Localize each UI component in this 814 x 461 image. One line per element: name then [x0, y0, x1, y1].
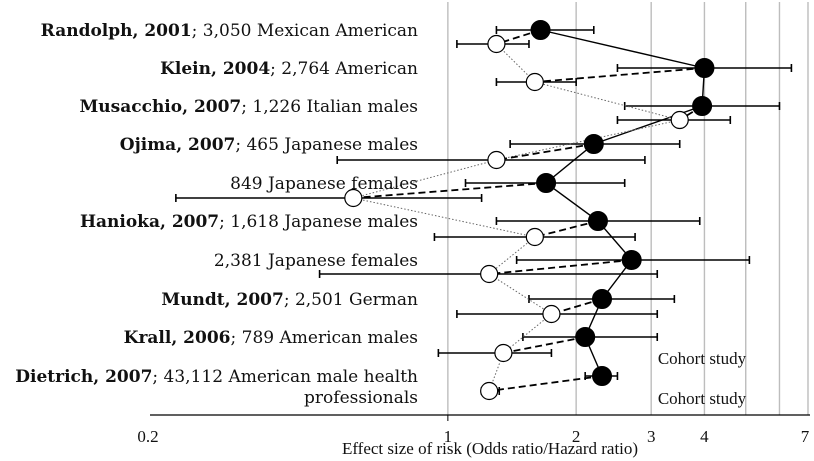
- study-description: ; 465 Japanese males: [235, 135, 418, 155]
- filled-circle-marker: [593, 290, 612, 309]
- study-author: Hanioka, 2007: [80, 212, 219, 232]
- filled-circle-marker: [695, 59, 714, 78]
- open-circle-marker: [488, 36, 505, 53]
- filled-circle-marker: [693, 97, 712, 116]
- annotation-cohort-study-1: Cohort study: [658, 349, 747, 368]
- study-author: Ojima, 2007: [120, 135, 236, 155]
- filled-circle-marker: [531, 21, 550, 40]
- study-label: Ojima, 2007; 465 Japanese males: [120, 135, 418, 155]
- study-label: Klein, 2004; 2,764 American: [160, 59, 418, 79]
- study-label: Hanioka, 2007; 1,618 Japanese males: [80, 212, 418, 232]
- study-label-line2: professionals: [304, 388, 418, 408]
- filled-circle-marker: [537, 174, 556, 193]
- study-description: ; 1,226 Italian males: [241, 97, 418, 117]
- study-description: ; 3,050 Mexican American: [192, 21, 418, 41]
- open-circle-marker: [671, 112, 688, 129]
- pair-dashed-link: [535, 68, 705, 82]
- study-description: 849 Japanese females: [230, 174, 418, 194]
- study-description: 2,381 Japanese females: [214, 251, 418, 271]
- study-label: Mundt, 2007; 2,501 German: [161, 290, 418, 310]
- study-author: Klein, 2004: [160, 59, 270, 79]
- open-circle-marker: [481, 266, 498, 283]
- study-description: ; 1,618 Japanese males: [219, 212, 418, 232]
- study-description: ; 43,112 American male health: [152, 367, 418, 387]
- study-author: Randolph, 2001: [41, 21, 192, 41]
- pair-dashed-link: [496, 144, 593, 160]
- study-label: Randolph, 2001; 3,050 Mexican American: [41, 21, 418, 41]
- study-label: Dietrich, 2007; 43,112 American male hea…: [15, 367, 418, 387]
- study-author: Krall, 2006: [124, 328, 231, 348]
- open-circle-marker: [526, 229, 543, 246]
- open-circle-marker: [543, 306, 560, 323]
- open-circle-marker: [481, 383, 498, 400]
- study-label: 849 Japanese females: [230, 174, 418, 194]
- filled-circle-marker: [588, 212, 607, 231]
- x-tick-label: 3: [647, 427, 656, 446]
- open-circle-marker: [495, 345, 512, 362]
- study-author: Dietrich, 2007: [15, 367, 152, 387]
- study-author: Musacchio, 2007: [79, 97, 241, 117]
- x-tick-label: 4: [700, 427, 709, 446]
- filled-circle-marker: [576, 328, 595, 347]
- filled-circle-marker: [584, 135, 603, 154]
- x-tick-label: 0.2: [137, 427, 158, 446]
- pair-dashed-link: [489, 376, 602, 391]
- study-description: ; 2,764 American: [270, 59, 418, 79]
- filled-circle-marker: [622, 251, 641, 270]
- study-description: ; 789 American males: [231, 328, 419, 348]
- x-axis-title: Effect size of risk (Odds ratio/Hazard r…: [342, 439, 638, 458]
- study-label: 2,381 Japanese females: [214, 251, 418, 271]
- pair-dashed-link: [489, 260, 632, 274]
- study-author: Mundt, 2007: [161, 290, 283, 310]
- open-circle-marker: [488, 152, 505, 169]
- annotation-cohort-study-2: Cohort study: [658, 389, 747, 408]
- study-label: Musacchio, 2007; 1,226 Italian males: [79, 97, 418, 117]
- study-label: Krall, 2006; 789 American males: [124, 328, 418, 348]
- open-circle-marker: [526, 74, 543, 91]
- x-tick-label: 7: [801, 427, 810, 446]
- filled-circle-marker: [593, 367, 612, 386]
- study-description: ; 2,501 German: [284, 290, 418, 310]
- pair-dashed-link: [503, 337, 585, 353]
- study-labels: Randolph, 2001; 3,050 Mexican American Kl…: [15, 21, 418, 408]
